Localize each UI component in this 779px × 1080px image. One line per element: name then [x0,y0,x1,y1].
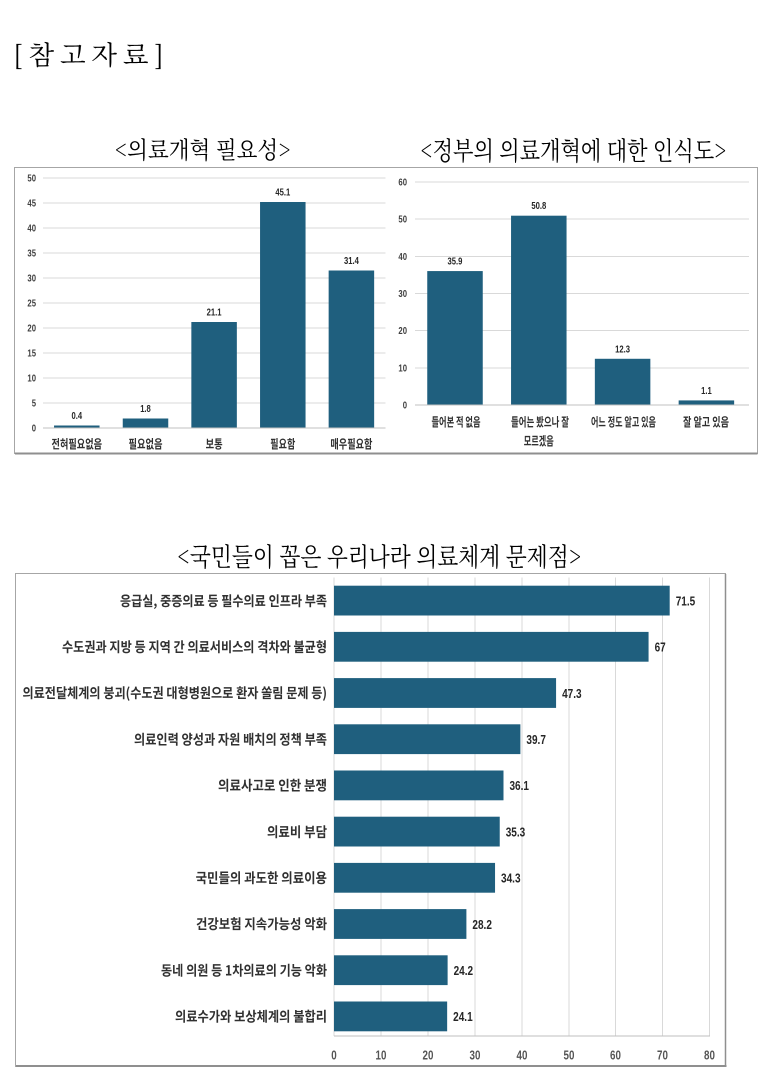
svg-text:<의료개혁 필요성>: <의료개혁 필요성> [115,131,291,166]
svg-text:47.3: 47.3 [562,686,582,701]
svg-text:80: 80 [704,1048,715,1063]
svg-text:10: 10 [398,364,407,375]
svg-text:30: 30 [398,289,407,300]
svg-text:보통: 보통 [206,434,223,453]
svg-text:10: 10 [376,1048,387,1063]
svg-text:25: 25 [27,299,36,310]
svg-text:들어는 봤으나 잘: 들어는 봤으나 잘 [511,412,569,431]
svg-text:60: 60 [398,178,407,189]
svg-text:28.2: 28.2 [472,917,492,932]
svg-text:40: 40 [27,224,36,235]
svg-text:20: 20 [27,324,36,335]
svg-text:의료수가와 보상체계의 불합리: 의료수가와 보상체계의 불합리 [175,1007,327,1027]
svg-text:1.8: 1.8 [140,404,151,415]
svg-text:40: 40 [398,252,407,263]
svg-text:의료비 부담: 의료비 부담 [267,822,327,842]
svg-text:20: 20 [398,326,407,337]
svg-text:0.4: 0.4 [72,411,83,422]
svg-text:5: 5 [32,399,37,410]
svg-text:의료전달체계의 붕괴(수도권 대형병원으로 환자 쏠림 문제: 의료전달체계의 붕괴(수도권 대형병원으로 환자 쏠림 문제 등) [23,683,328,703]
svg-text:<국민들이 꼽은 우리나라 의료체계 문제점>: <국민들이 꼽은 우리나라 의료체계 문제점> [177,537,581,574]
svg-text:50: 50 [27,174,36,185]
svg-text:전혀필요없음: 전혀필요없음 [52,434,103,453]
svg-text:30: 30 [470,1048,481,1063]
svg-text:60: 60 [610,1048,621,1063]
svg-text:수도권과 지방 등 지역 간 의료서비스의 격차와 불균형: 수도권과 지방 등 지역 간 의료서비스의 격차와 불균형 [62,637,327,657]
svg-text:50: 50 [398,215,407,226]
svg-text:50: 50 [564,1048,575,1063]
svg-text:들어본 적 없음: 들어본 적 없음 [432,412,481,431]
svg-text:45: 45 [27,199,36,210]
svg-text:[참고자료]: [참고자료] [14,34,164,73]
svg-text:매우필요함: 매우필요함 [330,434,372,453]
svg-text:0: 0 [331,1048,336,1063]
svg-text:24.2: 24.2 [454,963,474,978]
svg-text:24.1: 24.1 [453,1009,473,1024]
svg-text:1.1: 1.1 [701,386,712,397]
svg-text:10: 10 [27,374,36,385]
svg-text:잘 알고 있음: 잘 알고 있음 [683,412,729,431]
svg-text:31.4: 31.4 [344,256,359,267]
svg-text:67: 67 [655,640,666,655]
svg-text:0: 0 [403,401,408,412]
svg-text:45.1: 45.1 [275,188,290,199]
svg-text:30: 30 [27,274,36,285]
svg-text:35: 35 [27,249,36,260]
svg-text:필요함: 필요함 [270,434,295,453]
svg-text:40: 40 [517,1048,528,1063]
svg-text:34.3: 34.3 [501,871,521,886]
svg-text:21.1: 21.1 [207,308,222,319]
svg-text:12.3: 12.3 [615,344,630,355]
svg-text:50.8: 50.8 [531,201,546,212]
svg-text:응급실, 중증의료 등 필수의료 인프라 부족: 응급실, 중증의료 등 필수의료 인프라 부족 [120,591,327,611]
svg-text:<정부의 의료개혁에 대한 인식도>: <정부의 의료개혁에 대한 인식도> [420,131,726,168]
svg-text:모르겠음: 모르겠음 [524,431,554,450]
svg-text:36.1: 36.1 [509,778,529,793]
svg-text:의료인력 양성과 자원 배치의 정책 부족: 의료인력 양성과 자원 배치의 정책 부족 [134,729,327,749]
svg-text:동네 의원 등 1차의료의 기능 악화: 동네 의원 등 1차의료의 기능 악화 [161,960,327,980]
svg-text:필요없음: 필요없음 [129,434,163,453]
svg-text:어느 정도 알고 있음: 어느 정도 알고 있음 [591,412,656,431]
svg-text:의료사고로 인한 분쟁: 의료사고로 인한 분쟁 [218,776,327,796]
svg-text:35.9: 35.9 [448,257,463,268]
svg-text:39.7: 39.7 [526,732,546,747]
svg-text:35.3: 35.3 [506,824,526,839]
svg-text:15: 15 [27,349,36,360]
svg-text:70: 70 [657,1048,668,1063]
svg-text:0: 0 [32,424,37,435]
svg-text:국민들의 과도한 의료이용: 국민들의 과도한 의료이용 [196,868,327,888]
svg-text:71.5: 71.5 [676,593,696,608]
svg-text:건강보험 지속가능성 악화: 건강보험 지속가능성 악화 [196,914,327,934]
svg-text:20: 20 [423,1048,434,1063]
